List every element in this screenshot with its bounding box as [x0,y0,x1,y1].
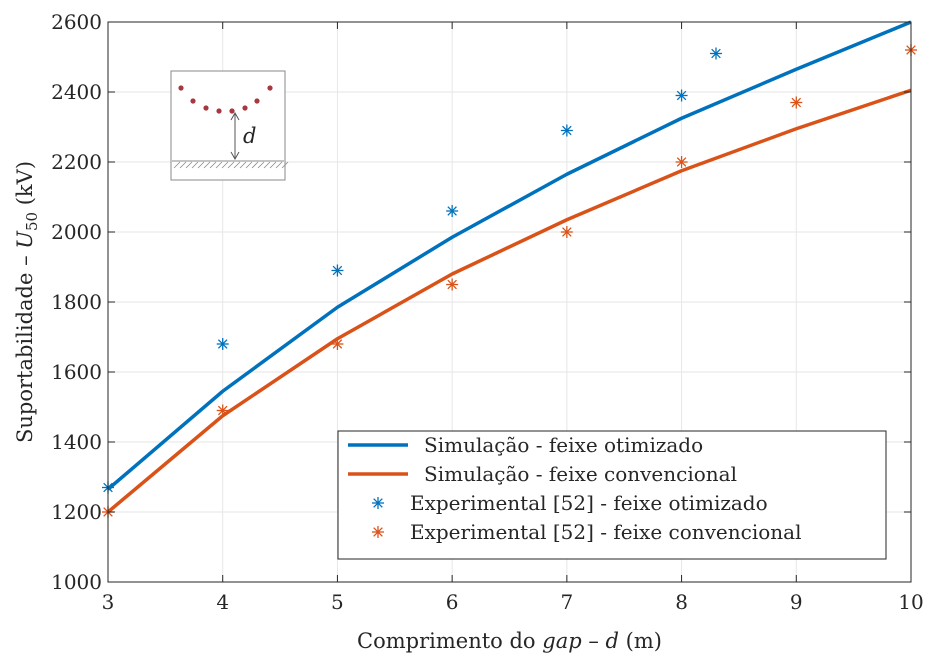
y-tick-label: 1800 [51,290,102,314]
legend: Simulação - feixe otimizado Simulação - f… [337,430,887,560]
series-point-3 [216,404,229,417]
series-point-2 [675,89,688,102]
marker-stroke [562,125,572,136]
marker-stroke [562,227,572,237]
hatch-line [185,161,193,169]
series-point-2 [709,47,722,60]
y-tick-label: 2400 [51,80,102,104]
hatch-line [227,161,235,169]
inset-gap-label: d [243,124,256,148]
hatch-line [173,161,181,169]
series-point-2 [560,124,573,137]
hatch-line [209,161,217,169]
legend-label: Experimental [52] - feixe otimizado [410,491,768,515]
legend-label: Experimental [52] - feixe convencional [410,520,801,544]
hatch-line [179,161,187,169]
y-tick-label: 1000 [51,570,102,594]
hatch-line [245,161,253,169]
series-point-2 [331,264,344,277]
x-tick-label: 10 [898,590,923,614]
series-point-3 [560,226,573,238]
hatch-line [203,161,211,169]
series-point-3 [675,156,688,168]
conductor-dot [178,85,184,91]
marker-stroke [217,339,228,349]
marker-stroke [217,405,228,416]
series-line-1 [106,88,912,514]
marker-stroke [332,339,343,349]
x-tick-label: 5 [331,590,344,614]
legend-label: Simulação - feixe convencional [424,462,737,486]
conductor-dot [229,108,235,114]
hatch-line [221,161,229,169]
ground-hatch [173,161,289,169]
marker-stroke [447,279,457,290]
y-tick-label: 2600 [51,10,102,34]
y-tick-label: 2200 [51,150,102,174]
x-tick-label: 9 [790,590,803,614]
y-tick-label: 1200 [51,500,102,524]
series-point-3 [446,278,459,291]
arrow-down-icon [230,151,240,161]
conductor-dot [254,98,260,104]
inset-diagram: d [170,70,289,181]
x-tick-label: 3 [102,590,115,614]
y-tick-label: 2000 [51,220,102,244]
marker-stroke [676,157,687,167]
marker-stroke [373,498,383,508]
marker-stroke [447,206,457,216]
legend-box [337,430,887,560]
tick-labels: 3 4 5 6 7 8 9 10 1000 1200 1400 1600 1800 2000 2200 240… [51,10,924,614]
x-axis-label: Comprimento do gap – d (m) [357,629,662,653]
marker-stroke [791,97,802,108]
marker-stroke [332,265,343,276]
series-point-3 [790,96,803,109]
hatch-line [239,161,247,169]
hatch-line [269,161,277,169]
hatch-line [197,161,205,169]
conductor-bundle-dots [178,85,273,114]
x-tick-label: 7 [560,590,573,614]
legend-swatch-marker [372,497,384,509]
hatch-line [215,161,223,169]
hatch-line [251,161,259,169]
conductor-dot [203,105,209,111]
y-tick-label: 1400 [51,430,102,454]
conductor-dot [190,98,196,104]
legend-swatch-marker [372,526,384,538]
marker-stroke [711,48,721,59]
hatch-line [263,161,271,169]
hatch-line [275,161,283,169]
conductor-dot [242,105,248,111]
series-point-3 [331,338,344,350]
axis-ticks [107,21,912,583]
legend-label: Simulação - feixe otimizado [424,433,703,457]
x-tick-label: 8 [675,590,688,614]
conductor-dot [216,108,222,114]
series-line-0 [106,20,912,491]
series-lines [106,20,912,514]
inset-frame [170,70,286,181]
marker-stroke [373,527,383,537]
series-point-2 [446,205,459,217]
marker-stroke [676,90,687,101]
hatch-line [281,161,289,169]
arrow-up-icon [230,111,240,121]
x-tick-label: 6 [446,590,459,614]
hatch-line [233,161,241,169]
y-axis-label: Suportabilidade – U50 (kV) [13,161,41,443]
hatch-line [257,161,265,169]
conductor-dot [267,85,273,91]
y-tick-label: 1600 [51,360,102,384]
x-tick-label: 4 [216,590,229,614]
hatch-line [191,161,199,169]
series-point-2 [216,338,229,350]
